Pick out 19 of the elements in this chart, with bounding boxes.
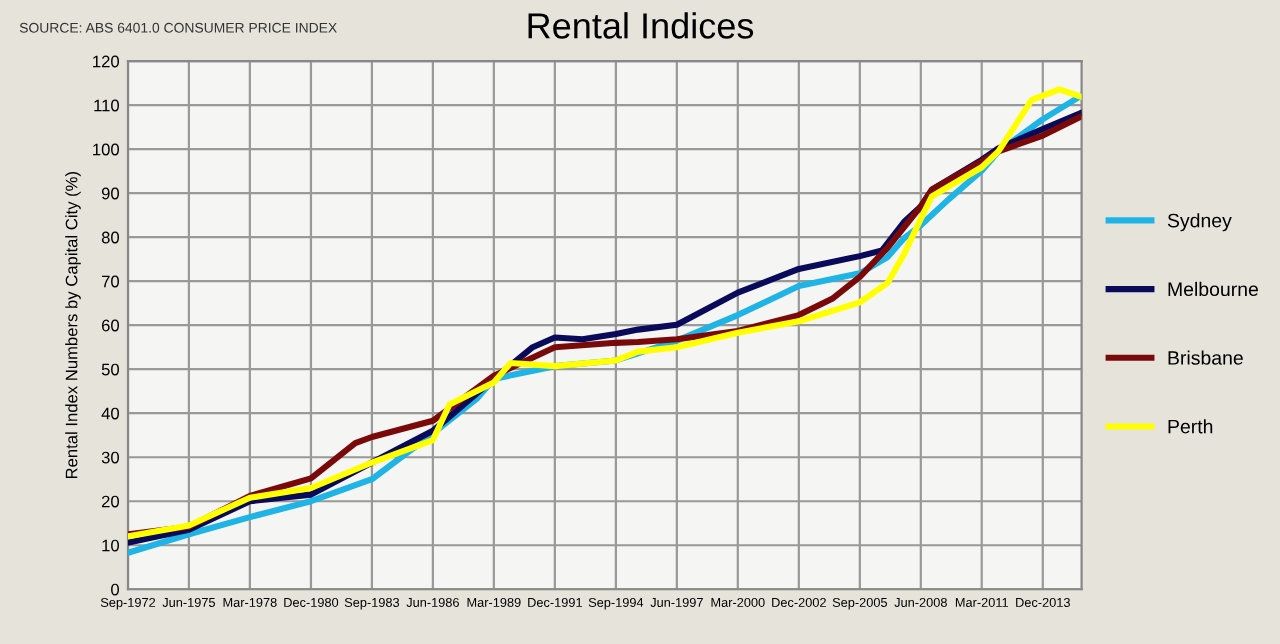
y-tick-label: 110 <box>94 99 120 112</box>
y-tick-label: 20 <box>101 495 120 508</box>
y-tick-label: 60 <box>101 319 120 332</box>
y-tick-label: 30 <box>101 451 120 464</box>
y-axis-title: Rental Index Numbers by Capital City (%) <box>65 172 81 479</box>
y-tick-label: 0 <box>111 583 120 596</box>
y-tick-label: 100 <box>93 143 120 156</box>
y-tick-label: 40 <box>101 407 120 420</box>
y-tick-label: 50 <box>101 363 120 376</box>
legend-label: Perth <box>1168 419 1213 434</box>
legend-label: Brisbane <box>1168 350 1243 365</box>
legend-label: Sydney <box>1167 213 1232 232</box>
chart-title: Rental Indices <box>528 12 754 39</box>
y-tick-label: 10 <box>102 539 120 552</box>
y-tick-label: 120 <box>93 55 120 68</box>
legend-label: Melbourne <box>1168 281 1258 297</box>
y-tick-label: 80 <box>101 231 120 244</box>
y-tick-label: 90 <box>101 187 120 200</box>
y-tick-label: 70 <box>101 275 120 288</box>
